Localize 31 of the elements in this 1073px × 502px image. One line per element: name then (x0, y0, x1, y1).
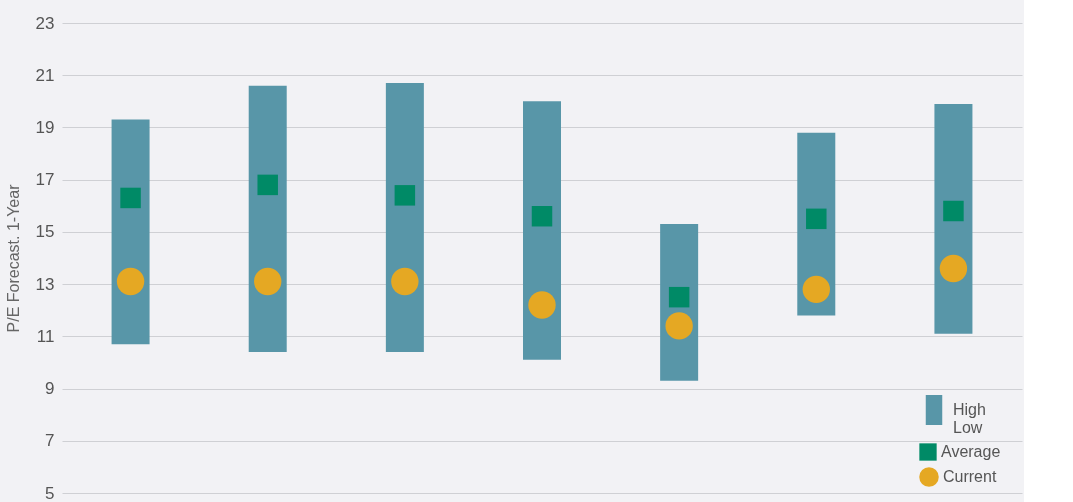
y-tick-label: 13 (35, 274, 55, 294)
point (668, 286, 690, 308)
legend-label: Current (943, 468, 997, 485)
point (528, 291, 556, 319)
point (665, 312, 693, 340)
bar (385, 83, 424, 352)
point (394, 185, 416, 206)
y-tick-label: 11 (36, 326, 55, 346)
bar (523, 101, 561, 360)
point (939, 254, 968, 283)
point (802, 275, 830, 303)
point (531, 205, 553, 227)
point (116, 267, 145, 296)
y-tick-label: 7 (45, 431, 55, 451)
y-tick-label: 15 (35, 222, 55, 242)
bar (248, 85, 287, 352)
y-tick-label: 17 (35, 170, 55, 190)
y-tick-label: 5 (45, 483, 55, 502)
legend-label: Average (941, 443, 1001, 460)
y-tick-label: 9 (45, 379, 55, 399)
point (391, 267, 419, 296)
point (254, 267, 282, 296)
y-axis-title: P/E Forecast. 1-Year (4, 183, 22, 333)
y-tick-label: 21 (35, 65, 55, 85)
point (806, 208, 827, 230)
point (257, 174, 278, 196)
point (943, 200, 964, 222)
legend-label: High Low (953, 401, 986, 436)
point (120, 187, 141, 209)
y-tick-label: 19 (35, 117, 55, 137)
y-tick-label: 23 (35, 13, 55, 33)
